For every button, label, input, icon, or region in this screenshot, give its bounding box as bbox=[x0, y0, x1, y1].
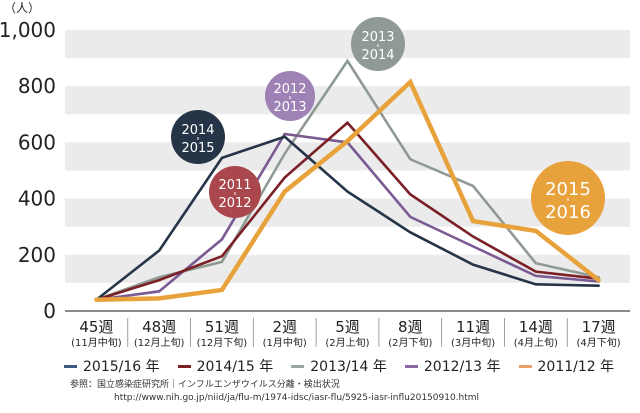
x-tick-sublabel: (3月中旬) bbox=[451, 336, 495, 349]
x-tick-sublabel: (2月上旬) bbox=[325, 336, 369, 349]
series-line bbox=[95, 135, 600, 302]
y-tick-label: 800 bbox=[18, 74, 56, 98]
legend-swatch bbox=[291, 364, 305, 368]
x-tick-label: 5週 bbox=[335, 318, 360, 336]
legend: 2015/16 年 2014/15 年 2013/14 年 2012/13 年 2011… bbox=[64, 355, 640, 377]
x-tick-label: 2週 bbox=[272, 318, 297, 336]
y-tick-label: 200 bbox=[18, 243, 56, 267]
source-note: 参照：国立感染症研究所｜インフルエンザウイルス分離・検出状況 http://ww… bbox=[70, 379, 479, 405]
season-bubble: 2011 2012 bbox=[209, 166, 261, 218]
y-tick-label: 600 bbox=[18, 130, 56, 154]
legend-item: 2015/16 年 bbox=[64, 356, 160, 376]
legend-item: 2014/15 年 bbox=[177, 356, 274, 376]
season-bubble-year-bottom: 2012 bbox=[218, 196, 251, 211]
x-tick-label: 17週 bbox=[582, 318, 616, 336]
legend-label: 2013/14 年 bbox=[310, 359, 387, 375]
series-line bbox=[95, 120, 600, 302]
legend-swatch bbox=[177, 364, 191, 368]
grid-band bbox=[65, 142, 630, 171]
season-bubble-year-top: 2015 bbox=[545, 179, 591, 200]
legend-swatch bbox=[404, 364, 418, 368]
grid-band bbox=[65, 30, 630, 59]
legend-swatch bbox=[64, 364, 77, 368]
y-tick-label: 0 bbox=[43, 299, 56, 323]
x-tick-label: 11週 bbox=[456, 318, 490, 336]
x-tick-sublabel: (1月中旬) bbox=[263, 336, 307, 349]
x-axis: 45週(11月中旬) 48週(12月上旬) 51週(12月下旬) 2週(1月中旬) 5週… bbox=[71, 318, 621, 349]
series-lines bbox=[94, 58, 601, 303]
source-line-1: 参照：国立感染症研究所｜インフルエンザウイルス分離・検出状況 bbox=[70, 380, 340, 390]
season-bubble-year-top: 2011 bbox=[218, 178, 251, 193]
legend-label: 2012/13 年 bbox=[423, 359, 501, 375]
season-bubble-year-top: 2014 bbox=[181, 123, 214, 138]
season-bubble-year-bottom: 2013 bbox=[273, 100, 306, 115]
season-bubble-year-bottom: 2015 bbox=[181, 141, 214, 156]
y-tick-label: 1,000 bbox=[0, 18, 56, 42]
x-tick-sublabel: (11月中旬) bbox=[71, 336, 122, 349]
y-tick-label: 400 bbox=[18, 187, 56, 211]
season-bubble-year-bottom: 2016 bbox=[545, 202, 591, 223]
season-bubble-year-top: 2012 bbox=[273, 82, 306, 97]
legend-item: 2012/13 年 bbox=[404, 356, 501, 376]
y-axis: （人） 0 200 400 600 800 1,000 bbox=[0, 1, 56, 323]
legend-swatch bbox=[518, 364, 532, 368]
season-bubble: 2014 2015 bbox=[171, 110, 225, 164]
season-bubble: 2012 2013 bbox=[265, 71, 315, 121]
series-line bbox=[94, 78, 601, 303]
x-tick-label: 48週 bbox=[142, 318, 176, 336]
legend-label: 2014/15 年 bbox=[196, 359, 274, 375]
x-tick-sublabel: (4月下旬) bbox=[577, 336, 621, 349]
legend-label: 2015/16 年 bbox=[83, 359, 160, 375]
legend-item: 2011/12 年 bbox=[518, 356, 615, 376]
season-bubble-year-top: 2013 bbox=[361, 30, 394, 45]
grid-band bbox=[65, 86, 630, 115]
season-bubble: 2013 2014 bbox=[351, 17, 405, 71]
x-tick-label: 51週 bbox=[205, 318, 239, 336]
x-tick-sublabel: (12月下旬) bbox=[197, 336, 248, 349]
season-bubble-year-bottom: 2014 bbox=[361, 48, 394, 63]
x-tick-label: 8週 bbox=[398, 318, 423, 336]
y-unit-label: （人） bbox=[4, 1, 40, 15]
x-tick-label: 14週 bbox=[519, 318, 553, 336]
x-tick-sublabel: (12月上旬) bbox=[134, 336, 185, 349]
x-tick-sublabel: (2月下旬) bbox=[388, 336, 432, 349]
legend-item: 2013/14 年 bbox=[291, 356, 387, 376]
x-tick-sublabel: (4月上旬) bbox=[514, 336, 558, 349]
legend-label: 2011/12 年 bbox=[537, 359, 615, 375]
x-tick-label: 45週 bbox=[79, 318, 113, 336]
source-url: http://www.nih.go.jp/niid/ja/flu-m/1974-… bbox=[114, 393, 480, 403]
line-chart: （人） 0 200 400 600 800 1,000 45週(11月中旬) 48週(12月上… bbox=[0, 1, 630, 349]
